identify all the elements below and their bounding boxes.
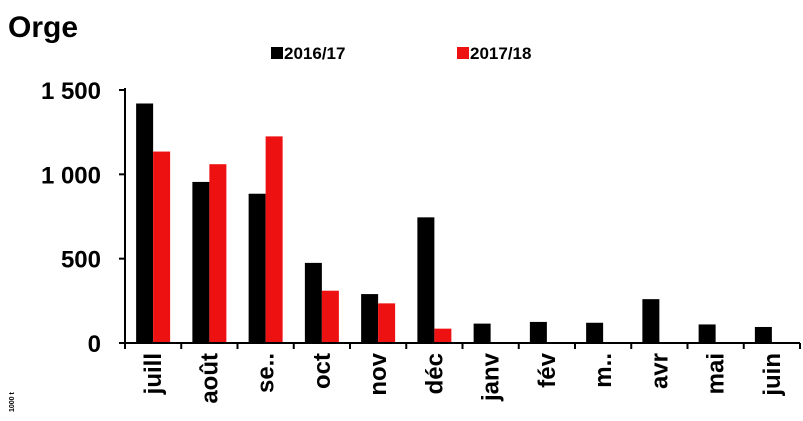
- bar-2017-18-oct: [321, 290, 339, 343]
- x-tick-label: nov: [365, 352, 392, 395]
- bar-2016-17-m..: [586, 322, 604, 343]
- bar-2016-17-janv: [473, 323, 491, 343]
- bar-2016-17-juin: [754, 326, 772, 343]
- y-tick-label: 0: [88, 331, 101, 358]
- x-tick-label: juin: [759, 353, 786, 397]
- chart-title: Orge: [8, 11, 78, 44]
- y-tick-label: 1 500: [41, 78, 101, 105]
- x-tick-label: déc: [421, 353, 448, 394]
- legend-swatch-2016-17: [271, 47, 283, 59]
- bar-2016-17-déc: [417, 217, 435, 343]
- x-tick-label: m..: [590, 353, 617, 388]
- legend-label-2017-18: 2017/18: [470, 44, 531, 63]
- bar-2017-18-juill: [153, 151, 171, 343]
- bar-2016-17-juill: [136, 103, 154, 343]
- y-axis: 0 500 1 000 1 500: [41, 78, 126, 358]
- x-tick-label: mai: [703, 353, 730, 394]
- x-tick-label: fév: [534, 352, 561, 387]
- legend: 2016/17 2017/18: [271, 44, 531, 63]
- x-tick-label: janv: [478, 352, 505, 402]
- legend-label-2016-17: 2016/17: [284, 44, 345, 63]
- x-tick-label: avr: [646, 353, 673, 389]
- bar-2016-17-avr: [642, 299, 660, 343]
- y-tick-label: 1 000: [41, 162, 101, 189]
- bar-2016-17-fév: [529, 321, 547, 343]
- x-tick-label: se..: [253, 353, 280, 393]
- legend-swatch-2017-18: [457, 47, 469, 59]
- bar-2017-18-déc: [434, 328, 452, 343]
- x-tick-label: oct: [309, 353, 336, 389]
- bar-2017-18-août: [209, 164, 227, 343]
- bar-2016-17-nov: [361, 294, 379, 343]
- x-axis: juill août se.. oct nov déc janv fév m.. avr mai ju…: [124, 342, 801, 404]
- x-tick-label: juill: [140, 353, 167, 395]
- bar-2016-17-août: [192, 181, 210, 343]
- bars: [136, 103, 772, 343]
- y-tick-label: 500: [61, 247, 101, 274]
- unit-label: 1000 t: [9, 391, 16, 412]
- x-tick-label: août: [196, 353, 223, 404]
- bar-2016-17-mai: [698, 324, 716, 343]
- bar-2017-18-se..: [265, 136, 283, 343]
- bar-2017-18-nov: [378, 303, 396, 343]
- bar-2016-17-se..: [248, 193, 266, 343]
- bar-2016-17-oct: [304, 262, 322, 343]
